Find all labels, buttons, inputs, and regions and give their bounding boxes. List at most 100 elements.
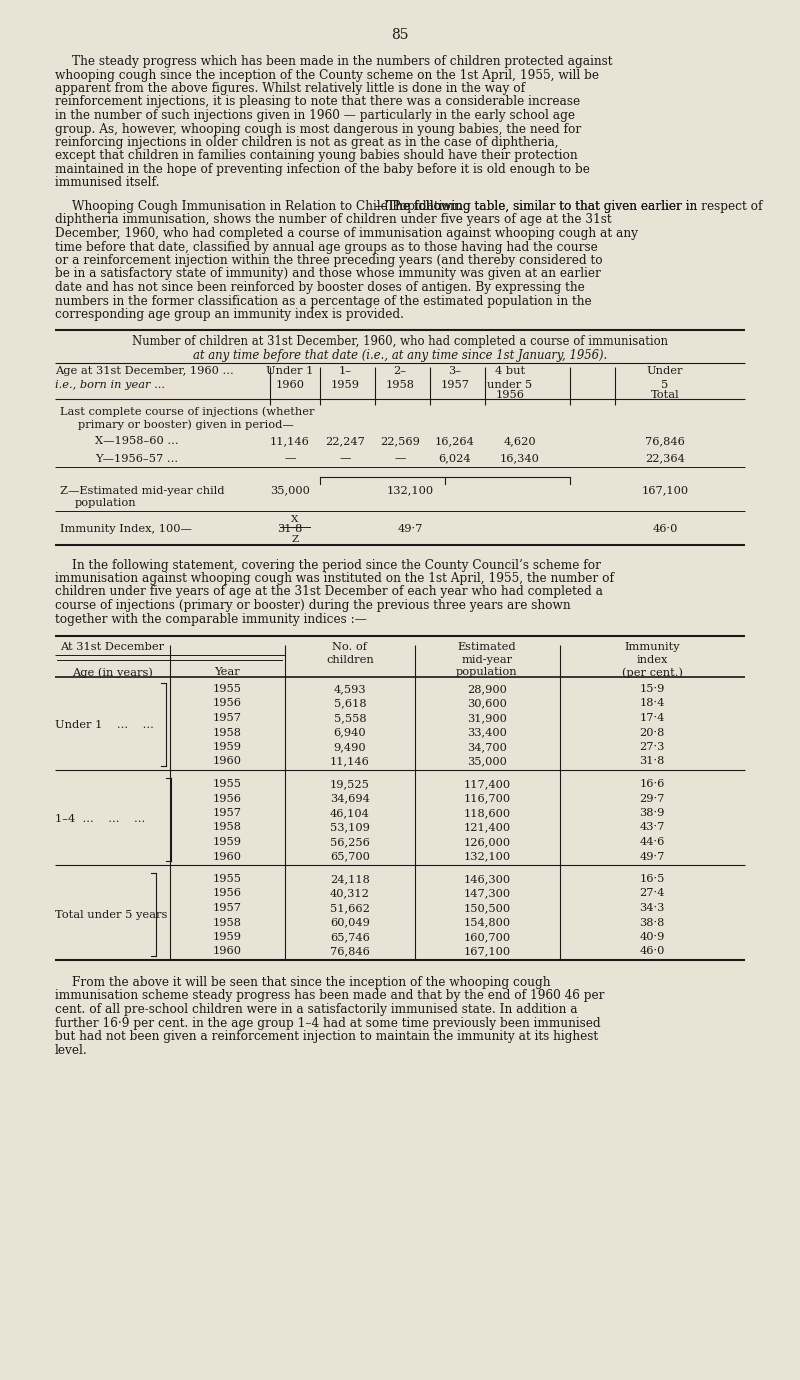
- Text: mid-year: mid-year: [462, 656, 513, 665]
- Text: 1959: 1959: [213, 932, 242, 943]
- Text: at any time before that date (i.e., at any time since 1st January, 1956).: at any time before that date (i.e., at a…: [193, 349, 607, 362]
- Text: whooping cough since the inception of the County scheme on the 1st April, 1955, : whooping cough since the inception of th…: [55, 69, 599, 81]
- Text: 154,800: 154,800: [463, 918, 510, 927]
- Text: Number of children at 31st December, 1960, who had completed a course of immunis: Number of children at 31st December, 196…: [132, 335, 668, 349]
- Text: be in a satisfactory state of immunity) and those whose immunity was given at an: be in a satisfactory state of immunity) …: [55, 268, 601, 280]
- Text: 1960: 1960: [213, 756, 242, 766]
- Text: Under 1    ...    ...: Under 1 ... ...: [55, 719, 154, 730]
- Text: 147,300: 147,300: [463, 889, 510, 898]
- Text: diphtheria immunisation, shows the number of children under five years of age at: diphtheria immunisation, shows the numbe…: [55, 214, 612, 226]
- Text: 1957: 1957: [213, 903, 242, 914]
- Text: 16,264: 16,264: [435, 436, 475, 447]
- Text: 22,247: 22,247: [325, 436, 365, 447]
- Text: 53,109: 53,109: [330, 822, 370, 832]
- Text: 1960: 1960: [213, 947, 242, 956]
- Text: 27·4: 27·4: [639, 889, 665, 898]
- Text: children under five years of age at the 31st December of each year who had compl: children under five years of age at the …: [55, 585, 603, 599]
- Text: 31·8: 31·8: [639, 756, 665, 766]
- Text: 30,600: 30,600: [467, 698, 507, 708]
- Text: reinforcing injections in older children is not as great as in the case of dipht: reinforcing injections in older children…: [55, 137, 558, 149]
- Text: Total under 5 years: Total under 5 years: [55, 909, 167, 919]
- Text: X: X: [291, 516, 298, 524]
- Text: 1960: 1960: [275, 380, 305, 389]
- Text: 150,500: 150,500: [463, 903, 510, 914]
- Text: 38·8: 38·8: [639, 918, 665, 927]
- Text: 24,118: 24,118: [330, 874, 370, 885]
- Text: 31·8: 31·8: [278, 524, 302, 534]
- Text: maintained in the hope of preventing infection of the baby before it is old enou: maintained in the hope of preventing inf…: [55, 163, 590, 177]
- Text: 65,746: 65,746: [330, 932, 370, 943]
- Text: 35,000: 35,000: [270, 486, 310, 495]
- Text: i.e., born in year ...: i.e., born in year ...: [55, 380, 165, 389]
- Text: 43·7: 43·7: [639, 822, 665, 832]
- Text: (per cent.): (per cent.): [622, 667, 682, 678]
- Text: primary or booster) given in period—: primary or booster) given in period—: [78, 420, 294, 431]
- Text: 1959: 1959: [213, 742, 242, 752]
- Text: 121,400: 121,400: [463, 822, 510, 832]
- Text: except that children in families containing young babies should have their prote: except that children in families contain…: [55, 149, 578, 163]
- Text: Y—1956–57 ...: Y—1956–57 ...: [95, 454, 178, 464]
- Text: 1958: 1958: [213, 918, 242, 927]
- Text: 5: 5: [662, 380, 669, 389]
- Text: apparent from the above figures. Whilst relatively little is done in the way of: apparent from the above figures. Whilst …: [55, 81, 525, 95]
- Text: corresponding age group an immunity index is provided.: corresponding age group an immunity inde…: [55, 308, 404, 322]
- Text: 1957: 1957: [441, 380, 470, 389]
- Text: 16·6: 16·6: [639, 778, 665, 789]
- Text: At 31st December: At 31st December: [60, 642, 164, 651]
- Text: 16,340: 16,340: [500, 454, 540, 464]
- Text: From the above it will be seen that since the inception of the whooping cough: From the above it will be seen that sinc…: [72, 976, 550, 989]
- Text: 1955: 1955: [213, 684, 242, 694]
- Text: index: index: [636, 656, 668, 665]
- Text: further 16·9 per cent. in the age group 1–4 had at some time previously been imm: further 16·9 per cent. in the age group …: [55, 1017, 601, 1029]
- Text: cent. of all pre-school children were in a satisfactorily immunised state. In ad: cent. of all pre-school children were in…: [55, 1003, 578, 1016]
- Text: —The following table, similar to that given earlier in: —The following table, similar to that gi…: [375, 200, 701, 213]
- Text: Under 1: Under 1: [266, 367, 314, 377]
- Text: or a reinforcement injection within the three preceding years (and thereby consi: or a reinforcement injection within the …: [55, 254, 602, 266]
- Text: Z: Z: [291, 534, 298, 544]
- Text: 4,620: 4,620: [504, 436, 536, 447]
- Text: 44·6: 44·6: [639, 838, 665, 847]
- Text: 4 but: 4 but: [495, 367, 525, 377]
- Text: 167,100: 167,100: [463, 947, 510, 956]
- Text: 49·7: 49·7: [398, 524, 422, 534]
- Text: 51,662: 51,662: [330, 903, 370, 914]
- Text: —: —: [339, 454, 350, 464]
- Text: 11,146: 11,146: [270, 436, 310, 447]
- Text: in the number of such injections given in 1960 — particularly in the early schoo: in the number of such injections given i…: [55, 109, 575, 121]
- Text: Age at 31st December, 1960 ...: Age at 31st December, 1960 ...: [55, 367, 234, 377]
- Text: Last complete course of injections (whether: Last complete course of injections (whet…: [60, 407, 314, 417]
- Text: date and has not since been reinforced by booster doses of antigen. By expressin: date and has not since been reinforced b…: [55, 282, 585, 294]
- Text: 2–: 2–: [394, 367, 406, 377]
- Text: No. of: No. of: [333, 642, 367, 651]
- Text: 56,256: 56,256: [330, 838, 370, 847]
- Text: 34·3: 34·3: [639, 903, 665, 914]
- Text: 76,846: 76,846: [330, 947, 370, 956]
- Text: 1959: 1959: [330, 380, 359, 389]
- Text: course of injections (primary or booster) during the previous three years are sh: course of injections (primary or booster…: [55, 599, 570, 611]
- Text: 132,100: 132,100: [386, 486, 434, 495]
- Text: Total: Total: [650, 391, 679, 400]
- Text: 6,024: 6,024: [438, 454, 471, 464]
- Text: level.: level.: [55, 1043, 88, 1057]
- Text: —: —: [394, 454, 406, 464]
- Text: 1956: 1956: [213, 698, 242, 708]
- Text: 18·4: 18·4: [639, 698, 665, 708]
- Text: 1957: 1957: [213, 809, 242, 818]
- Text: immunisation scheme steady progress has been made and that by the end of 1960 46: immunisation scheme steady progress has …: [55, 989, 605, 1002]
- Text: 46·0: 46·0: [652, 524, 678, 534]
- Text: population: population: [456, 667, 518, 678]
- Text: Z—Estimated mid-year child: Z—Estimated mid-year child: [60, 486, 225, 495]
- Text: 118,600: 118,600: [463, 809, 510, 818]
- Text: 15·9: 15·9: [639, 684, 665, 694]
- Text: 9,490: 9,490: [334, 742, 366, 752]
- Text: 11,146: 11,146: [330, 756, 370, 766]
- Text: 27·3: 27·3: [639, 742, 665, 752]
- Text: reinforcement injections, it is pleasing to note that there was a considerable i: reinforcement injections, it is pleasing…: [55, 95, 580, 109]
- Text: 1955: 1955: [213, 778, 242, 789]
- Text: 35,000: 35,000: [467, 756, 507, 766]
- Text: 17·4: 17·4: [639, 713, 665, 723]
- Text: 65,700: 65,700: [330, 851, 370, 861]
- Text: Immunity Index, 100—: Immunity Index, 100—: [60, 524, 192, 534]
- Text: Immunity: Immunity: [624, 642, 680, 651]
- Text: 1958: 1958: [213, 822, 242, 832]
